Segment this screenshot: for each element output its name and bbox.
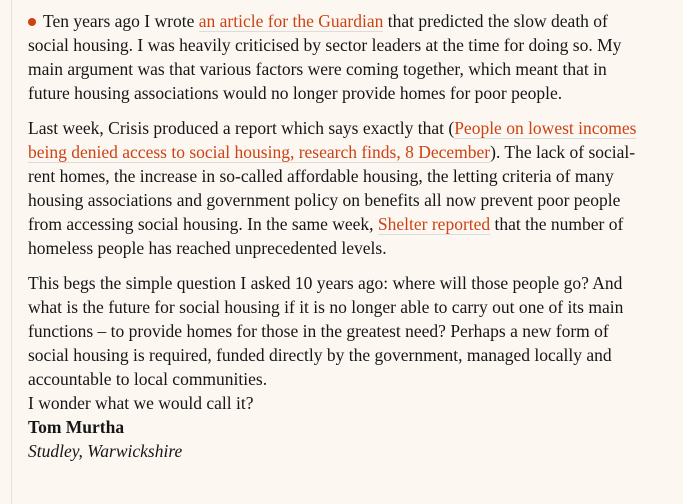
letter-author: Tom Murtha (28, 417, 125, 437)
paragraph-text: Last week, Crisis produced a report whic… (28, 118, 455, 138)
paragraph-text: that the number of homeless people has r… (28, 214, 624, 258)
letter-location: Studley, Warwickshire (28, 441, 183, 461)
bullet-dot-icon (28, 18, 36, 26)
letter-paragraph: Ten years ago I wrote an article for the… (28, 9, 638, 105)
letters-article: Ten years ago I wrote an article for the… (28, 9, 638, 463)
inline-link[interactable]: Shelter reported (377, 214, 491, 235)
paragraph-text: ). The lack of social-rent homes, the in… (28, 142, 636, 234)
inline-link[interactable]: People on lowest incomes being denied ac… (28, 118, 637, 163)
letter-paragraph: Last week, Crisis produced a report whic… (28, 116, 638, 260)
paragraph-text: I wonder what we would call it? (28, 393, 254, 413)
paragraph-text: that predicted the slow death of social … (28, 11, 622, 103)
inline-link[interactable]: an article for the Guardian (198, 11, 384, 32)
paragraph-text: Ten years ago I wrote (43, 11, 199, 31)
letter-paragraph: This begs the simple question I asked 10… (28, 271, 638, 463)
column-divider (11, 0, 12, 504)
paragraph-text: This begs the simple question I asked 10… (28, 273, 624, 389)
